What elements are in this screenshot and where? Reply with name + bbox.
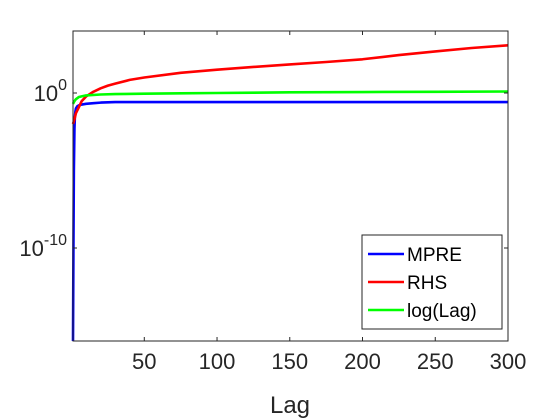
x-tick-label: 50 <box>132 349 156 374</box>
x-tick-label: 250 <box>417 349 454 374</box>
legend-label: MPRE <box>407 245 462 266</box>
x-tick-label: 150 <box>271 349 308 374</box>
legend-label: RHS <box>407 273 447 294</box>
ticks-layer: 50 100 150 200 250 300 10-10 100 <box>19 31 526 374</box>
legend-label: log(Lag) <box>407 301 477 322</box>
x-tick-label: 200 <box>344 349 381 374</box>
x-tick-label: 100 <box>199 349 236 374</box>
series-line-rhs <box>71 43 509 125</box>
plot-box <box>72 30 509 342</box>
y-tick-label: 100 <box>34 77 67 106</box>
series-line-log-lag <box>71 90 509 105</box>
x-axis-title: Lag <box>270 392 310 419</box>
legend: MPRE RHS log(Lag) <box>361 234 503 330</box>
x-tick-label: 300 <box>490 349 527 374</box>
series-layer <box>71 43 509 342</box>
y-tick-label: 10-10 <box>19 232 67 261</box>
